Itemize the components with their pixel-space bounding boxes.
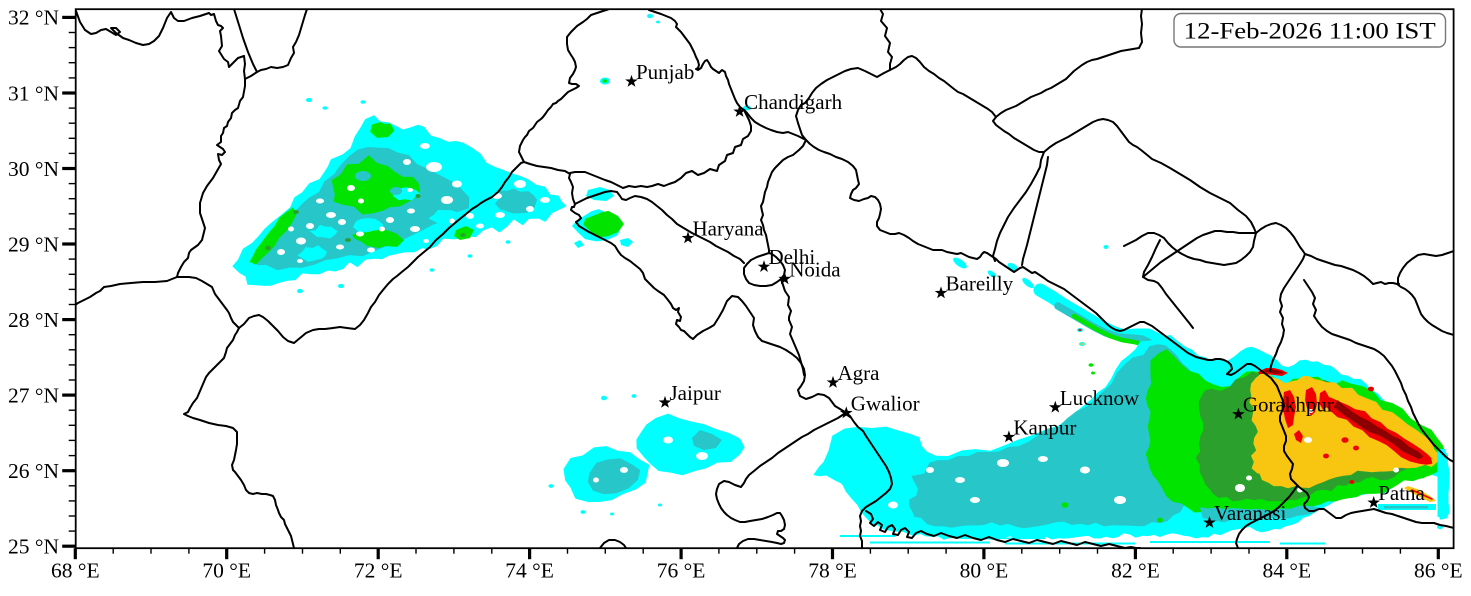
svg-text:Varanasi: Varanasi: [1214, 501, 1286, 525]
svg-text:Noida: Noida: [789, 257, 841, 281]
svg-text:25 °N: 25 °N: [8, 535, 59, 559]
svg-text:30 °N: 30 °N: [8, 157, 59, 181]
svg-text:26 °N: 26 °N: [8, 459, 59, 483]
svg-text:70 °E: 70 °E: [202, 559, 251, 583]
svg-text:78 °E: 78 °E: [808, 559, 857, 583]
svg-text:Agra: Agra: [838, 361, 881, 385]
svg-text:Lucknow: Lucknow: [1060, 386, 1140, 410]
svg-text:Chandigarh: Chandigarh: [744, 90, 842, 114]
svg-text:32 °N: 32 °N: [8, 6, 59, 30]
svg-text:Haryana: Haryana: [693, 217, 765, 241]
svg-text:84 °E: 84 °E: [1262, 559, 1311, 583]
svg-text:Bareilly: Bareilly: [946, 272, 1014, 296]
svg-text:Kanpur: Kanpur: [1013, 416, 1076, 440]
svg-text:Punjab: Punjab: [636, 60, 694, 84]
svg-text:80 °E: 80 °E: [960, 559, 1009, 583]
svg-text:82 °E: 82 °E: [1111, 559, 1160, 583]
svg-text:72 °E: 72 °E: [354, 559, 403, 583]
svg-text:Gorakhpur: Gorakhpur: [1243, 393, 1334, 417]
svg-text:Gwalior: Gwalior: [851, 392, 920, 416]
svg-text:86 °E: 86 °E: [1414, 559, 1463, 583]
svg-text:Jaipur: Jaipur: [670, 381, 721, 405]
svg-text:28 °N: 28 °N: [8, 308, 59, 332]
svg-text:31 °N: 31 °N: [8, 81, 59, 105]
svg-text:68 °E: 68 °E: [51, 559, 100, 583]
svg-text:Delhi: Delhi: [769, 245, 816, 269]
svg-text:Patna: Patna: [1378, 481, 1425, 505]
svg-text:76 °E: 76 °E: [657, 559, 706, 583]
svg-text:74 °E: 74 °E: [505, 559, 554, 583]
svg-text:12-Feb-2026 11:00 IST: 12-Feb-2026 11:00 IST: [1184, 19, 1436, 44]
svg-text:29 °N: 29 °N: [8, 232, 59, 256]
svg-text:27 °N: 27 °N: [8, 383, 59, 407]
